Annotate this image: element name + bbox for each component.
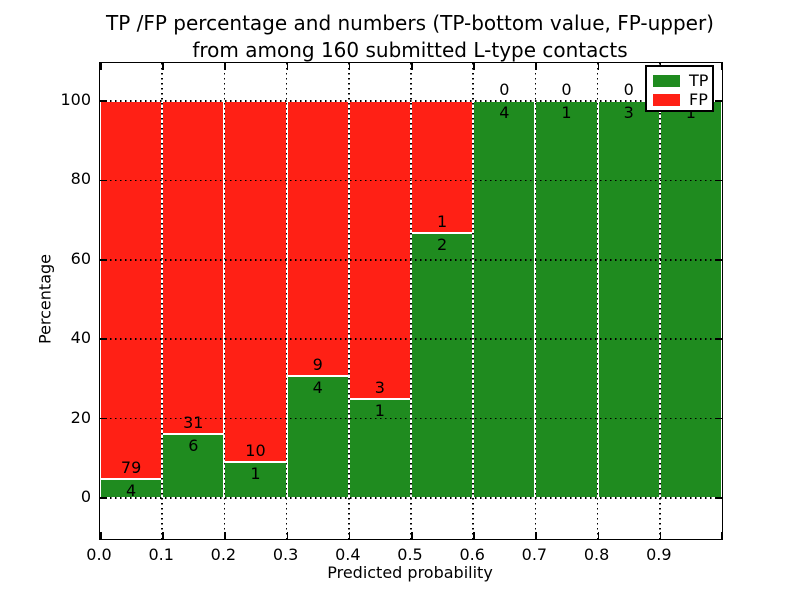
x-tick-mark-top — [162, 63, 164, 70]
x-tick-mark — [348, 532, 351, 539]
x-tick-mark-top — [286, 63, 289, 70]
y-tick-mark — [100, 417, 107, 420]
y-tick-mark — [100, 179, 107, 182]
horizontal-gridline — [100, 417, 722, 420]
tp-bar-segment — [473, 101, 536, 498]
legend: TP FP — [645, 65, 714, 112]
vertical-gridline — [596, 63, 599, 539]
fp-bar-segment — [100, 101, 163, 479]
vertical-gridline — [348, 63, 350, 539]
horizontal-gridline — [100, 100, 722, 102]
x-tick-label: 0.2 — [210, 545, 237, 564]
legend-item-fp: FP — [653, 90, 708, 109]
x-tick-mark-top — [411, 63, 413, 70]
fp-count-label: 0 — [561, 80, 572, 99]
y-tick-label: 80 — [70, 169, 91, 189]
legend-swatch-tp — [653, 74, 680, 87]
tp-bar-segment — [100, 478, 163, 498]
x-tick-mark-top — [348, 63, 351, 70]
y-tick-mark — [100, 100, 107, 102]
legend-label-fp: FP — [689, 90, 708, 109]
chart-title: TP /FP percentage and numbers (TP-bottom… — [106, 11, 714, 62]
fp-bar-segment — [286, 101, 349, 376]
x-tick-mark — [286, 532, 289, 539]
y-tick-mark-right — [715, 417, 722, 420]
x-tick-mark — [659, 532, 662, 539]
vertical-gridline — [223, 63, 226, 539]
fp-bar-segment — [348, 101, 411, 399]
tp-bar-segment — [224, 461, 287, 498]
fp-count-label: 0 — [499, 80, 510, 99]
legend-label-tp: TP — [689, 71, 709, 90]
legend-item-tp: TP — [653, 71, 709, 90]
fp-bar-segment — [224, 101, 287, 462]
x-tick-mark-top — [473, 63, 475, 70]
x-tick-label: 0.3 — [272, 545, 299, 564]
tp-bar-segment — [348, 398, 411, 498]
y-tick-mark-right — [715, 179, 722, 182]
y-tick-label: 20 — [70, 407, 91, 427]
tp-bar-segment — [411, 233, 474, 498]
x-tick-label: 0.9 — [646, 545, 672, 564]
y-tick-mark-right — [715, 259, 722, 261]
plot-area: 79431610194311204010301 — [99, 62, 723, 540]
x-tick-mark — [535, 532, 537, 539]
x-tick-label: 0.8 — [583, 545, 610, 564]
y-tick-mark-right — [715, 338, 722, 340]
x-tick-mark — [473, 532, 475, 539]
tp-bar-segment — [659, 101, 722, 498]
horizontal-gridline — [100, 179, 722, 182]
x-tick-mark-top — [100, 63, 102, 70]
y-tick-mark — [100, 338, 107, 340]
tp-bar-segment — [597, 101, 660, 498]
y-tick-label: 100 — [60, 90, 91, 109]
x-tick-label: 0.7 — [521, 545, 548, 564]
vertical-gridline — [534, 63, 537, 539]
y-tick-label: 40 — [70, 328, 91, 348]
vertical-gridline — [285, 63, 288, 539]
horizontal-gridline — [100, 259, 722, 261]
x-tick-mark — [411, 532, 413, 539]
x-tick-mark — [100, 532, 102, 539]
x-tick-label: 0.1 — [148, 545, 174, 564]
x-tick-mark-top — [720, 63, 722, 70]
x-tick-label: 0.6 — [459, 545, 485, 564]
horizontal-gridline — [100, 338, 722, 340]
y-tick-label: 0 — [80, 487, 91, 506]
legend-swatch-fp — [653, 93, 680, 106]
tp-bar-segment — [286, 375, 349, 498]
vertical-gridline — [161, 63, 163, 539]
x-tick-mark-top — [224, 63, 226, 70]
y-tick-mark-right — [715, 100, 722, 102]
y-tick-mark-right — [715, 497, 722, 499]
vertical-gridline — [472, 63, 474, 539]
x-tick-label: 0.5 — [397, 545, 423, 564]
x-tick-label: 0.4 — [335, 545, 361, 564]
x-tick-mark — [597, 532, 600, 539]
vertical-gridline — [659, 63, 661, 539]
x-tick-mark — [162, 532, 164, 539]
x-tick-mark-top — [597, 63, 600, 70]
horizontal-gridline — [100, 497, 722, 499]
tp-bar-segment — [162, 433, 225, 498]
fp-bar-segment — [411, 101, 474, 234]
x-tick-mark-top — [535, 63, 537, 70]
x-tick-mark — [720, 532, 722, 539]
vertical-gridline — [410, 63, 412, 539]
x-tick-label: 0.0 — [86, 545, 112, 564]
fp-bar-segment — [162, 101, 225, 434]
y-tick-label: 60 — [70, 248, 91, 268]
x-tick-mark — [224, 532, 226, 539]
x-axis-label: Predicted probability — [327, 563, 493, 582]
y-tick-mark — [100, 259, 107, 261]
tp-bar-segment — [535, 101, 598, 498]
y-tick-mark — [100, 497, 107, 499]
